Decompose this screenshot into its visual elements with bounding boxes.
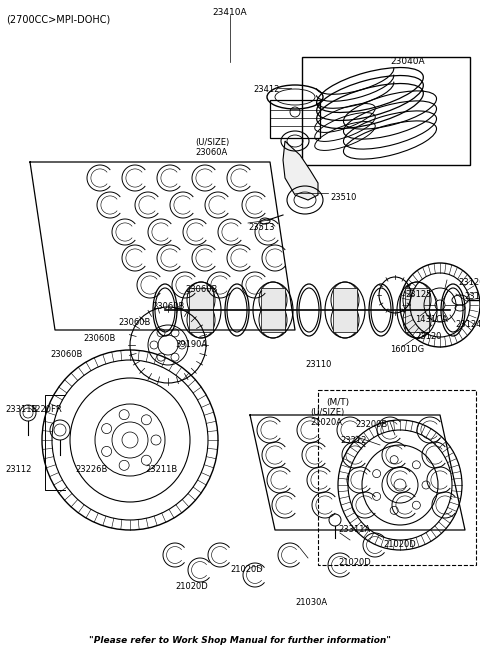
Text: 23110: 23110 (305, 360, 331, 369)
Text: 23124B: 23124B (455, 320, 480, 329)
Text: 1431CA: 1431CA (415, 315, 448, 324)
Text: 23126A: 23126A (458, 278, 480, 287)
Text: 23040A: 23040A (390, 57, 425, 66)
Text: 23200B: 23200B (355, 420, 387, 429)
Text: 23211B: 23211B (145, 465, 177, 474)
Text: 23060B: 23060B (185, 285, 217, 294)
Bar (405, 288, 429, 332)
Text: 23311A: 23311A (338, 525, 370, 534)
Text: 23060B: 23060B (50, 350, 83, 359)
Text: 23060B: 23060B (152, 302, 184, 311)
Text: 21020D: 21020D (175, 582, 208, 591)
Text: 23060B: 23060B (83, 334, 115, 343)
Bar (318, 390, 476, 565)
Bar (270, 100, 320, 138)
Text: 23412: 23412 (253, 85, 279, 94)
Text: 23112: 23112 (5, 465, 31, 474)
Bar (189, 288, 213, 332)
Text: 23311B: 23311B (5, 405, 37, 414)
Bar (261, 288, 285, 332)
Text: 23410A: 23410A (213, 8, 247, 17)
Text: 23510: 23510 (330, 193, 356, 202)
Text: 23513: 23513 (248, 223, 275, 232)
Text: 21030A: 21030A (295, 598, 327, 607)
Text: (M/T): (M/T) (326, 398, 349, 407)
Bar (333, 288, 357, 332)
Text: (U/SIZE): (U/SIZE) (195, 138, 229, 147)
Text: 1220FR: 1220FR (30, 405, 62, 414)
Text: 23127B: 23127B (464, 292, 480, 301)
Bar (302, 57, 470, 165)
Text: 23120: 23120 (415, 332, 442, 341)
Text: 21020A: 21020A (310, 418, 342, 427)
Text: "Please refer to Work Shop Manual for further information": "Please refer to Work Shop Manual for fu… (89, 636, 391, 645)
Text: (U/SIZE): (U/SIZE) (310, 408, 344, 417)
Text: 21020D: 21020D (230, 565, 263, 574)
Polygon shape (283, 141, 318, 200)
Text: 23212: 23212 (340, 436, 366, 445)
Text: (2700CC>MPI-DOHC): (2700CC>MPI-DOHC) (6, 14, 110, 24)
Text: 1601DG: 1601DG (390, 345, 424, 354)
Text: 39190A: 39190A (175, 340, 207, 349)
Text: 23060A: 23060A (195, 148, 227, 157)
Text: 21020D: 21020D (338, 558, 371, 567)
Text: 23125: 23125 (405, 290, 432, 299)
Text: 23060B: 23060B (118, 318, 150, 327)
Text: 21020D: 21020D (383, 540, 416, 549)
Text: 23226B: 23226B (75, 465, 108, 474)
